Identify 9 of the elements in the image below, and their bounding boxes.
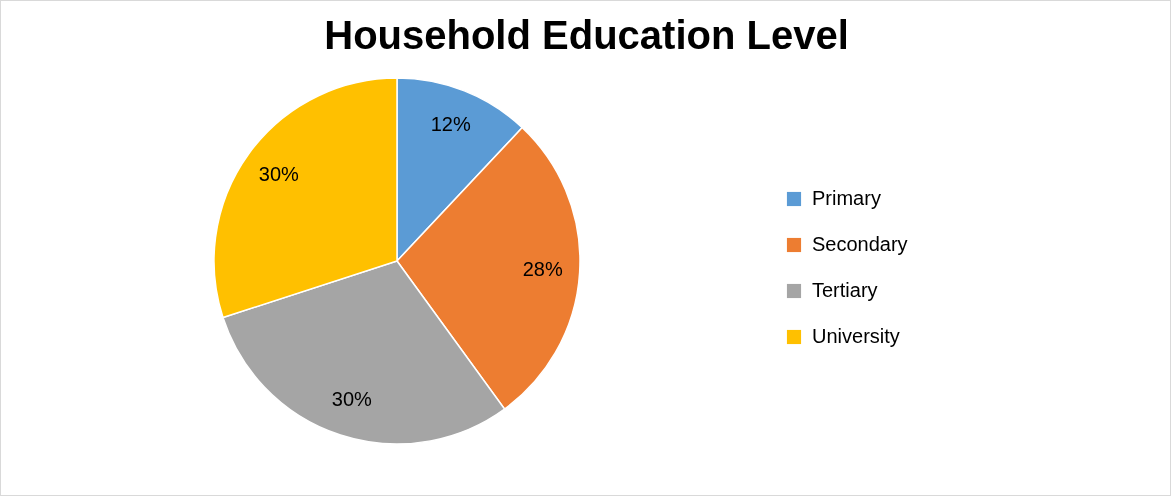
legend-label: University	[812, 325, 900, 347]
data-label: 28%	[522, 258, 563, 281]
data-label: 30%	[331, 387, 373, 410]
data-label: 12%	[430, 113, 471, 136]
data-label: 30%	[258, 163, 300, 186]
legend-label: Secondary	[812, 233, 908, 255]
legend-label: Tertiary	[812, 279, 878, 301]
chart-title: Household Education Level	[324, 13, 849, 57]
legend-label: Primary	[812, 187, 881, 209]
